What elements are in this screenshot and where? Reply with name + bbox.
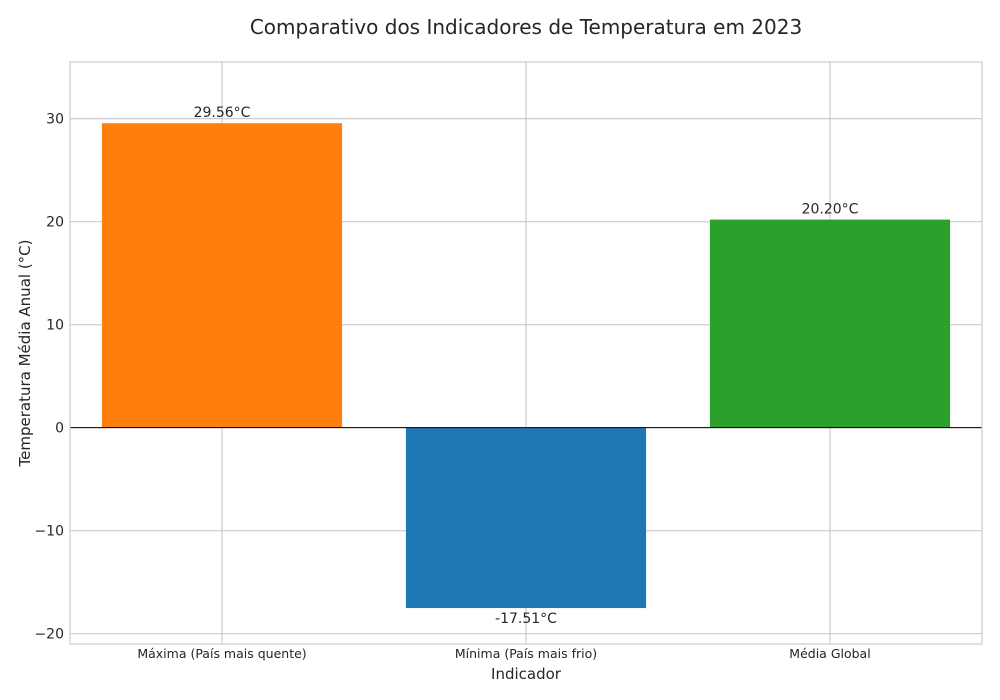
plot-frame [69, 61, 983, 645]
bar [709, 219, 951, 428]
data-label: 20.20°C [802, 202, 859, 218]
data-labels: 29.56°C -17.51°C 20.20°C [194, 105, 859, 627]
y-tick-label: 0 [55, 421, 64, 437]
x-axis-label: Indicador [491, 665, 562, 683]
data-label: 29.56°C [194, 105, 251, 121]
x-tick-label: Média Global [789, 646, 870, 661]
chart-title: Comparativo dos Indicadores de Temperatu… [250, 15, 802, 39]
bars [101, 123, 951, 609]
y-tick-label: 10 [46, 318, 64, 334]
x-tick-labels: Máxima (País mais quente) Mínima (País ma… [137, 646, 870, 661]
x-tick-label: Máxima (País mais quente) [137, 646, 306, 661]
bar [101, 123, 343, 428]
data-label: -17.51°C [495, 611, 557, 627]
y-axis-label: Temperatura Média Anual (°C) [16, 240, 34, 468]
y-tick-label: −10 [34, 524, 64, 540]
y-tick-label: 30 [46, 112, 64, 128]
y-tick-label: −20 [34, 627, 64, 643]
y-tick-labels: −20 −10 0 10 20 30 [34, 112, 64, 643]
plot-frame [69, 61, 983, 645]
y-tick-label: 20 [46, 215, 64, 231]
bar [405, 427, 647, 609]
x-tick-label: Mínima (País mais frio) [455, 646, 597, 661]
